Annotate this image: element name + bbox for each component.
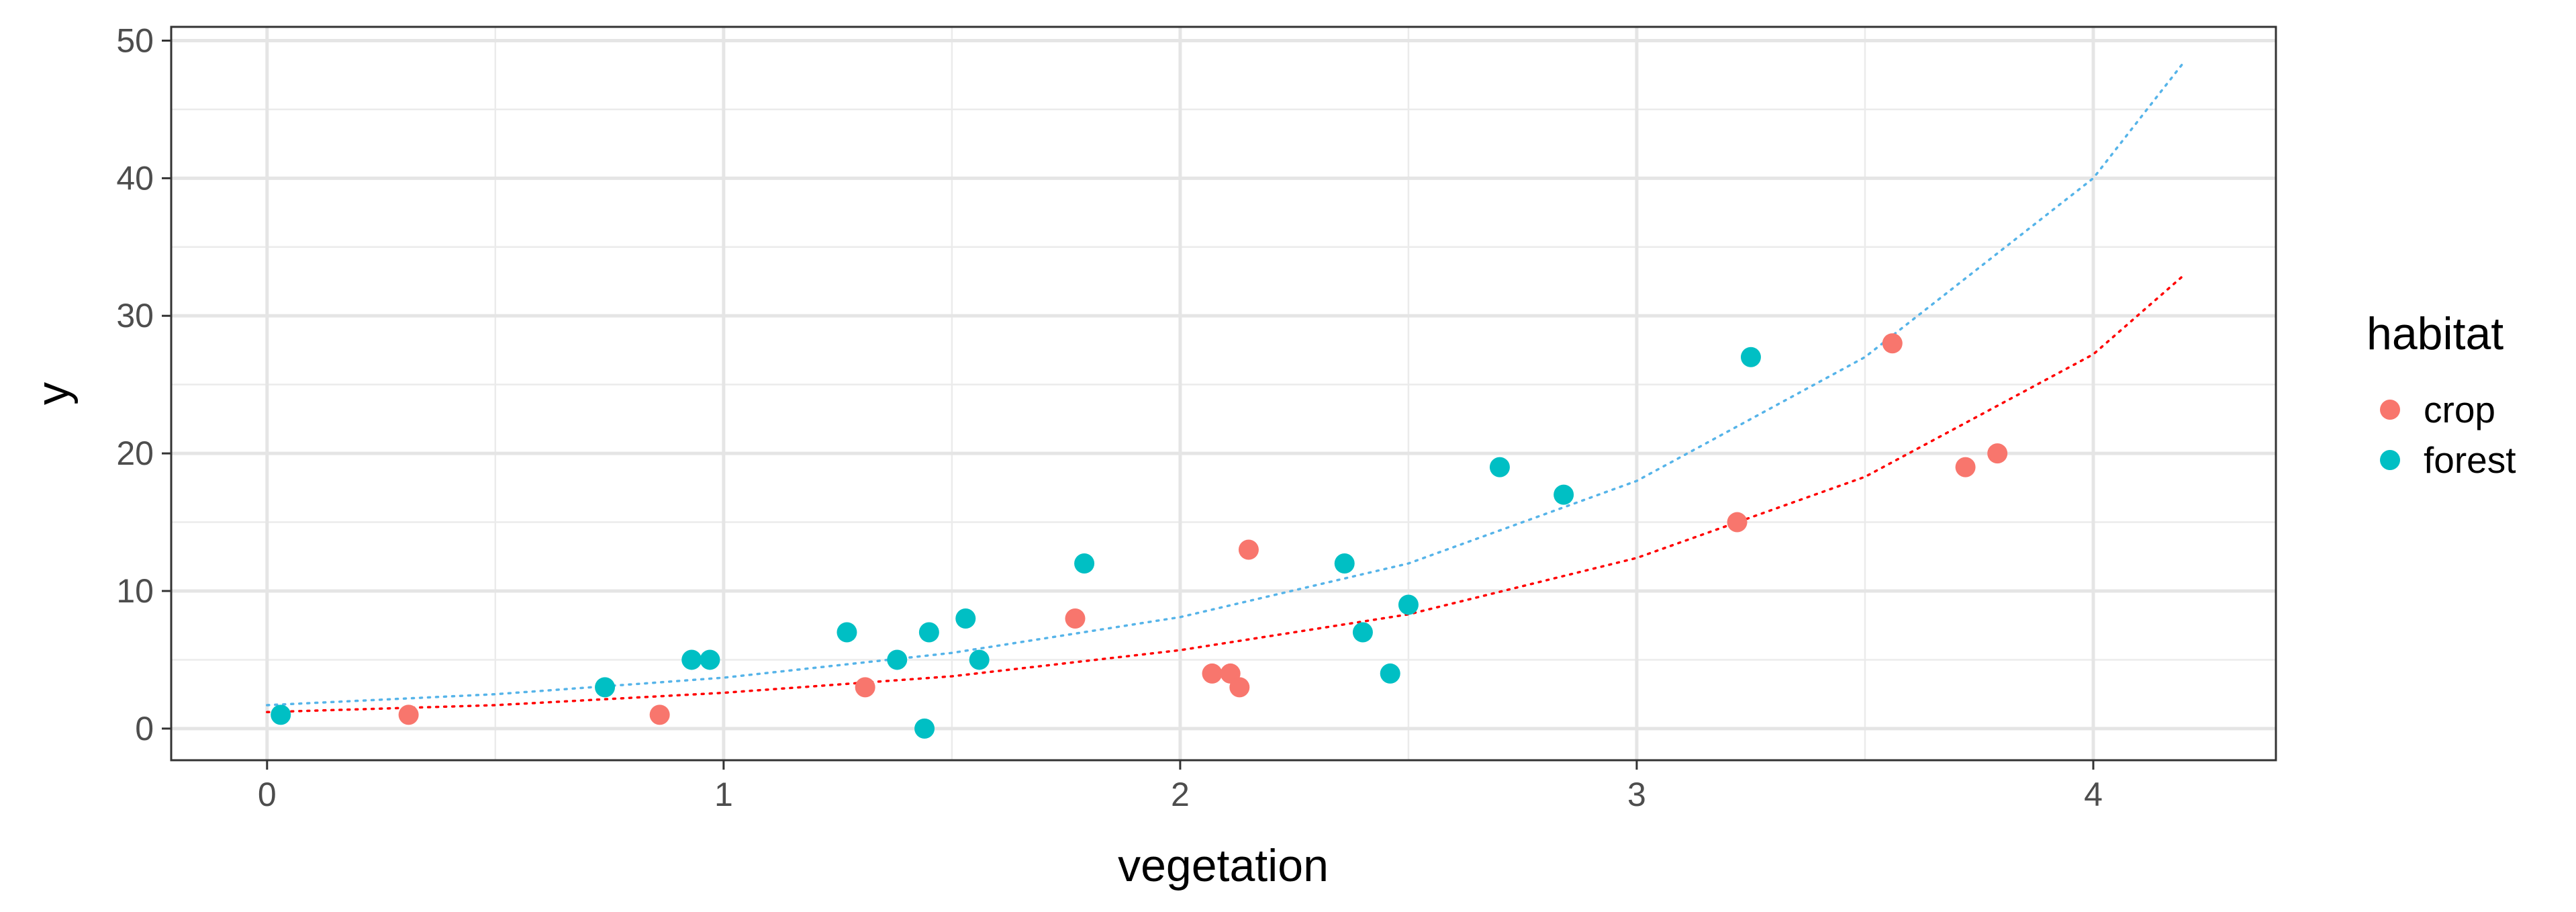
y-tick-label: 40: [116, 159, 154, 197]
x-tick-label: 4: [2084, 776, 2103, 813]
point-crop: [649, 704, 670, 725]
fit-lines: [266, 60, 2186, 714]
point-forest: [837, 622, 857, 643]
point-forest: [1074, 553, 1095, 574]
point-forest: [700, 649, 720, 670]
panel-background: [171, 27, 2276, 760]
y-axis-title: y: [28, 382, 79, 405]
point-forest: [1352, 622, 1373, 643]
legend-label-forest: forest: [2424, 439, 2516, 481]
point-forest: [887, 649, 908, 670]
point-forest: [914, 718, 935, 739]
y-tick-label: 50: [116, 21, 154, 59]
point-forest: [1489, 457, 1510, 477]
point-crop: [855, 677, 875, 698]
x-axis-title: vegetation: [1118, 840, 1329, 891]
point-forest: [271, 704, 291, 725]
y-tick-label: 10: [116, 572, 154, 610]
point-crop: [1955, 457, 1976, 477]
point-forest: [1334, 553, 1355, 574]
legend: habitat crop forest: [2367, 308, 2516, 481]
legend-label-crop: crop: [2424, 389, 2495, 430]
y-tick-label: 0: [135, 710, 154, 747]
point-forest: [681, 649, 702, 670]
legend-key-crop: [2380, 400, 2400, 420]
point-crop: [1238, 539, 1259, 560]
point-forest: [918, 622, 939, 643]
point-crop: [1202, 663, 1223, 684]
point-crop: [1229, 677, 1250, 698]
y-tick-label: 20: [116, 435, 154, 472]
x-tick-label: 0: [258, 776, 277, 813]
point-forest: [1380, 663, 1400, 684]
point-crop: [1065, 608, 1086, 629]
point-forest: [969, 649, 990, 670]
point-crop: [398, 704, 419, 725]
legend-title: habitat: [2367, 308, 2503, 359]
point-crop: [1727, 512, 1748, 533]
x-tick-label: 2: [1171, 776, 1190, 813]
legend-key-forest: [2380, 450, 2400, 470]
grid: [171, 27, 2276, 760]
point-forest: [1398, 594, 1419, 615]
x-tick-label: 1: [714, 776, 733, 813]
point-crop: [1882, 333, 1903, 354]
point-forest: [955, 608, 976, 629]
point-forest: [1740, 347, 1761, 367]
point-crop: [1987, 443, 2008, 464]
panel-border: [170, 26, 2277, 762]
x-tick-label: 3: [1627, 776, 1646, 813]
data-points: [271, 333, 2008, 739]
y-tick-label: 30: [116, 297, 154, 334]
point-forest: [595, 677, 616, 698]
fit-line-crop: [266, 273, 2186, 714]
point-forest: [1554, 484, 1574, 505]
